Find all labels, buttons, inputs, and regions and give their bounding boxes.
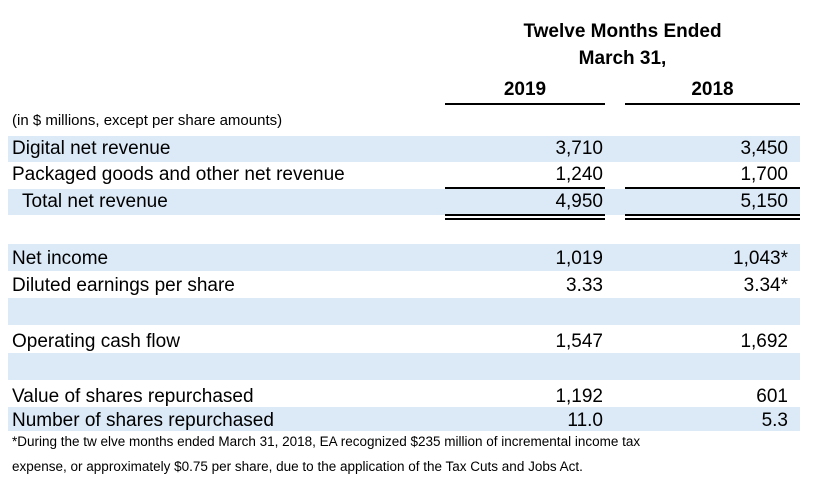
row-label: Total net revenue (22, 191, 168, 212)
value-2018: 3,450 (740, 138, 788, 159)
row-label: Net income (12, 248, 109, 269)
table-row: Net income 1,019 1,043* (8, 244, 800, 271)
spacer-band (8, 298, 800, 325)
value-2018: 5.3 (761, 410, 788, 431)
row-label: Packaged goods and other net revenue (12, 164, 345, 185)
value-2018: 1,043* (733, 248, 788, 269)
row-label: Operating cash flow (12, 331, 180, 352)
table-row: Diluted earnings per share 3.33 3.34* (8, 271, 800, 297)
value-2019: 3,710 (555, 138, 603, 159)
value-2019: 1,192 (555, 386, 603, 407)
header-underline-2018 (625, 103, 800, 105)
value-2019: 1,547 (555, 331, 603, 352)
header-underline-2019 (445, 103, 605, 105)
header-title-line1: Twelve Months Ended (523, 21, 722, 42)
value-2018: 3.34* (743, 275, 788, 296)
value-2019: 3.33 (566, 275, 603, 296)
row-label: Number of shares repurchased (12, 410, 274, 431)
column-header-2018: 2018 (691, 79, 734, 100)
value-2019: 4,950 (555, 191, 603, 212)
value-2019: 11.0 (567, 410, 603, 431)
table-row: Packaged goods and other net revenue 1,2… (8, 162, 800, 188)
column-header-2019: 2019 (503, 79, 547, 100)
subtotal-line-2018 (625, 187, 800, 189)
row-label: Value of shares repurchased (12, 386, 254, 407)
spacer-band (8, 353, 800, 380)
row-label: Digital net revenue (12, 138, 171, 159)
table-row: Value of shares repurchased 1,192 601 (8, 380, 800, 407)
total-double-line-2019 (445, 218, 605, 220)
value-2018: 5,150 (740, 191, 788, 212)
total-double-line-2018 (625, 214, 800, 216)
value-2018: 601 (756, 386, 788, 407)
table-row: Number of shares repurchased 11.0 5.3 (8, 407, 800, 431)
value-2018: 1,692 (740, 331, 788, 352)
table-row: Digital net revenue 3,710 3,450 (8, 136, 800, 162)
units-note: (in $ millions, except per share amounts… (12, 112, 283, 129)
header-title-line2: March 31, (578, 48, 667, 69)
footnote-line2: expense, or approximately $0.75 per shar… (12, 459, 583, 474)
table-row: Total net revenue 4,950 5,150 (8, 189, 800, 215)
subtotal-line-2019 (445, 187, 605, 189)
value-2019: 1,019 (555, 248, 603, 269)
table-row: Operating cash flow 1,547 1,692 (8, 325, 800, 353)
footnote-line1: *During the tw elve months ended March 3… (12, 434, 641, 449)
value-2018: 1,700 (740, 164, 788, 185)
row-label: Diluted earnings per share (12, 275, 235, 296)
total-double-line-2019 (445, 214, 605, 216)
total-double-line-2018 (625, 218, 800, 220)
value-2019: 1,240 (555, 164, 603, 185)
